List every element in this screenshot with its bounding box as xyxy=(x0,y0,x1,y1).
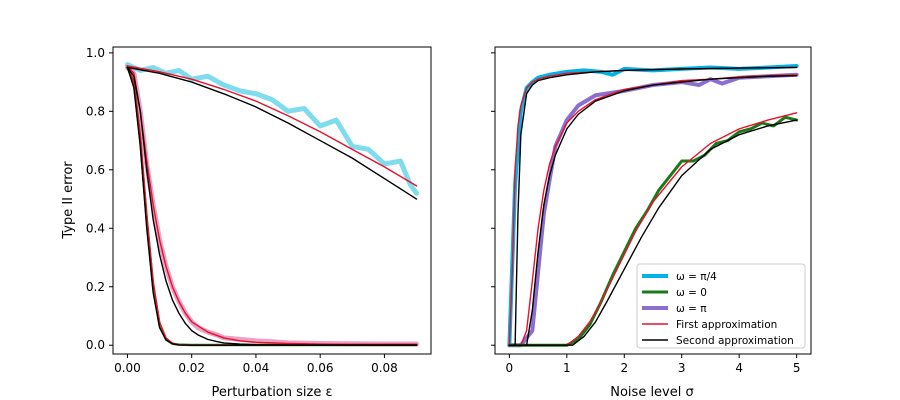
series-line-7 xyxy=(508,74,798,346)
x-tick-label: 0.08 xyxy=(371,361,398,375)
right-chart-series xyxy=(507,64,799,348)
series-line-8 xyxy=(508,119,798,346)
x-tick-label: 0.06 xyxy=(307,361,334,375)
series-line-3 xyxy=(126,65,418,187)
legend-label: First approximation xyxy=(676,319,777,331)
x-tick-label: 0.02 xyxy=(178,361,205,375)
series-line-5 xyxy=(508,112,798,346)
x-tick-label: 0.04 xyxy=(243,361,270,375)
x-tick-label: 5 xyxy=(793,361,801,375)
left-chart-y-label: Type II error xyxy=(61,161,76,240)
legend-label: ω = 0 xyxy=(676,287,707,299)
y-tick-label: 1.0 xyxy=(86,46,105,60)
right-chart-x-label: Noise level σ xyxy=(610,385,693,400)
x-tick-label: 0 xyxy=(506,361,514,375)
legend-label: ω = π/4 xyxy=(676,271,717,283)
series-line-8 xyxy=(126,66,418,346)
legend: ω = π/4 ω = 0 ω = π First approximation Seco… xyxy=(636,263,806,349)
legend-label: Second approximation xyxy=(676,335,794,347)
series-line-6 xyxy=(126,66,418,200)
right-chart: 0 1 2 3 4 5 Noise level σ ω = π/4 ω = 0 ω = π Fi… xyxy=(491,46,812,400)
left-chart-x-ticks: 0.00 0.02 0.04 0.06 0.08 xyxy=(114,354,398,375)
right-chart-frame xyxy=(494,46,812,355)
y-tick-label: 0.6 xyxy=(86,163,105,177)
series-line-6 xyxy=(508,66,798,346)
left-chart-frame xyxy=(112,46,432,355)
x-tick-label: 1 xyxy=(563,361,571,375)
series-line-0 xyxy=(124,62,420,196)
right-chart-x-ticks: 0 1 2 3 4 5 xyxy=(506,354,801,375)
left-chart-y-ticks: 0.0 0.2 0.4 0.6 0.8 1.0 xyxy=(86,46,113,352)
series-line-2 xyxy=(507,115,799,347)
x-tick-label: 3 xyxy=(678,361,686,375)
left-chart-series xyxy=(124,62,420,347)
series-line-4 xyxy=(126,65,418,346)
legend-label: ω = π xyxy=(676,303,707,315)
y-tick-label: 0.2 xyxy=(86,280,105,294)
y-tick-label: 0.4 xyxy=(86,221,105,235)
legend-entries: ω = π/4 ω = 0 ω = π First approximation Seco… xyxy=(642,271,794,347)
x-tick-label: 2 xyxy=(620,361,628,375)
y-tick-label: 0.0 xyxy=(86,338,105,352)
x-tick-label: 4 xyxy=(735,361,743,375)
legend-box xyxy=(636,263,806,349)
right-chart-y-ticks xyxy=(491,52,495,346)
left-chart-x-label: Perturbation size ε xyxy=(211,385,332,400)
left-chart: 0.00 0.02 0.04 0.06 0.08 0.00.20.40.60.81.0 … xyxy=(61,46,432,400)
y-tick-label: 0.8 xyxy=(86,104,105,118)
x-tick-label: 0.00 xyxy=(114,361,141,375)
